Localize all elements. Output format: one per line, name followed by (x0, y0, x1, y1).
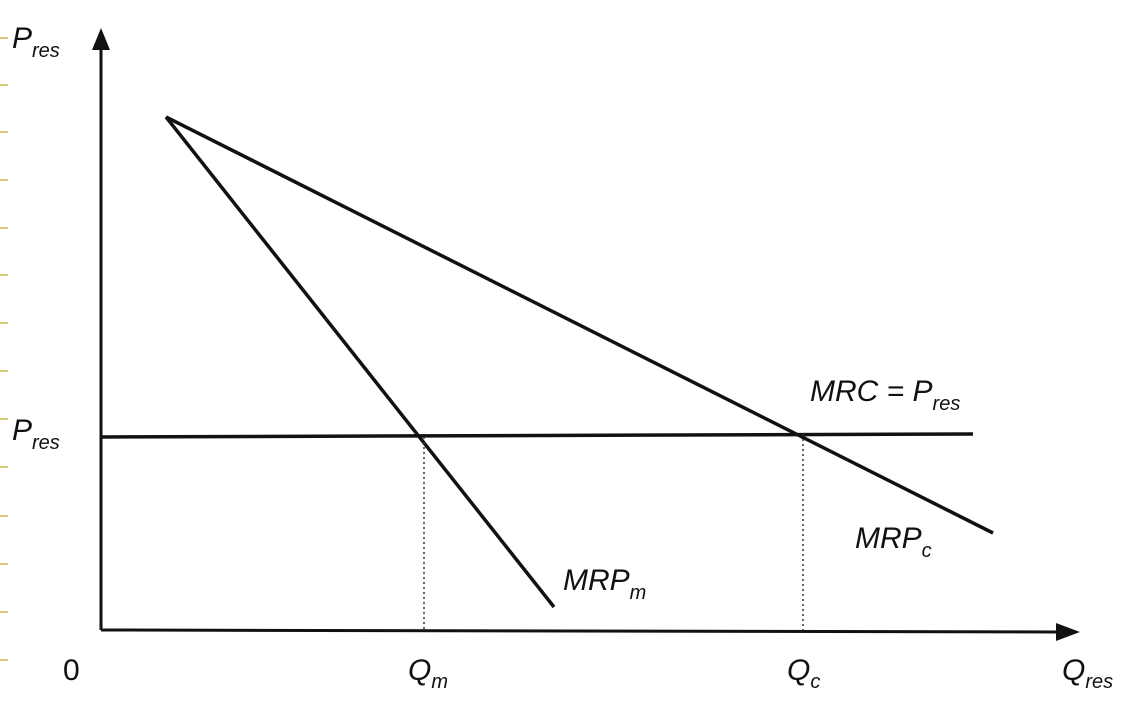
mrp-m-curve (164, 115, 556, 609)
x-axis-arrow (1056, 623, 1080, 641)
mrc-line (100, 432, 974, 439)
y-axis-label: Pres (12, 22, 60, 62)
mrp-c-curve (165, 115, 994, 535)
margin-ticks (0, 37, 8, 661)
qc-label: Qc (787, 654, 820, 693)
origin-label: 0 (63, 654, 80, 687)
mrp-m-label: MRPm (563, 564, 646, 604)
mrp-c-label: MRPc (855, 522, 932, 562)
price-level-label: Pres (12, 414, 60, 454)
x-axis (100, 628, 1059, 634)
x-axis-label: Qres (1062, 654, 1113, 693)
mrc-label: MRC = Pres (810, 375, 960, 415)
qm-label: Qm (408, 654, 448, 693)
y-axis-arrow (92, 28, 110, 50)
